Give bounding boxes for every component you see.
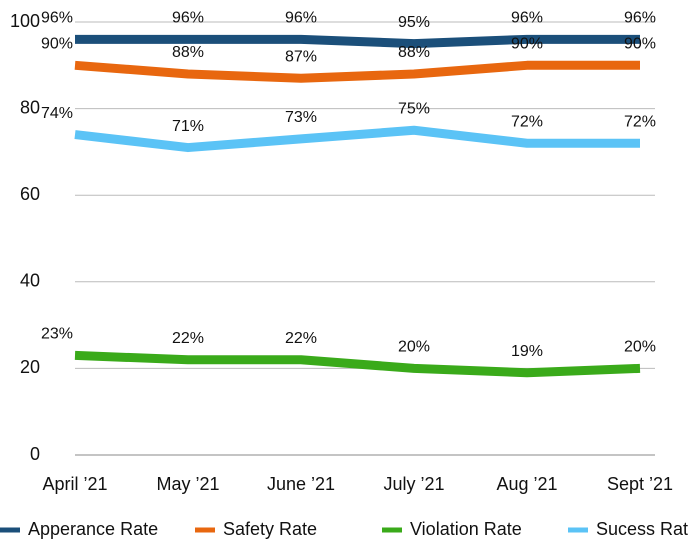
data-label: 96% <box>511 10 543 27</box>
data-label: 72% <box>624 113 656 130</box>
y-tick-label: 0 <box>30 444 40 464</box>
x-tick-label: Aug ’21 <box>496 474 557 494</box>
data-label: 20% <box>624 339 656 356</box>
data-label: 95% <box>398 14 430 31</box>
data-label: 72% <box>511 113 543 130</box>
legend-label: Apperance Rate <box>28 519 158 539</box>
y-tick-label: 60 <box>20 184 40 204</box>
data-label: 96% <box>285 10 317 27</box>
data-label: 88% <box>172 44 204 61</box>
y-tick-label: 100 <box>10 11 40 31</box>
data-label: 73% <box>285 109 317 126</box>
legend-label: Safety Rate <box>223 519 317 539</box>
data-label: 74% <box>41 105 73 122</box>
data-label: 96% <box>172 10 204 27</box>
data-label: 19% <box>511 343 543 360</box>
data-label: 96% <box>41 10 73 27</box>
x-tick-label: June ’21 <box>267 474 335 494</box>
data-label: 90% <box>511 36 543 53</box>
data-label: 96% <box>624 10 656 27</box>
legend-label: Violation Rate <box>410 519 522 539</box>
data-label: 88% <box>398 44 430 61</box>
data-label: 23% <box>41 326 73 343</box>
legend-label: Sucess Rate <box>596 519 688 539</box>
data-label: 20% <box>398 339 430 356</box>
x-tick-label: May ’21 <box>156 474 219 494</box>
data-label: 75% <box>398 100 430 117</box>
y-tick-label: 80 <box>20 97 40 117</box>
y-tick-label: 20 <box>20 357 40 377</box>
series-line <box>74 350 641 378</box>
series-line <box>74 60 640 83</box>
data-label: 87% <box>285 49 317 66</box>
data-label: 90% <box>624 36 656 53</box>
data-label: 90% <box>41 36 73 53</box>
data-label: 22% <box>285 330 317 347</box>
y-tick-label: 40 <box>20 271 40 291</box>
x-tick-label: Sept ’21 <box>607 474 673 494</box>
x-tick-label: July ’21 <box>383 474 444 494</box>
data-label: 71% <box>172 118 204 135</box>
series-line <box>75 34 640 49</box>
data-label: 22% <box>172 330 204 347</box>
series-line <box>74 125 640 153</box>
x-tick-label: April ’21 <box>42 474 107 494</box>
